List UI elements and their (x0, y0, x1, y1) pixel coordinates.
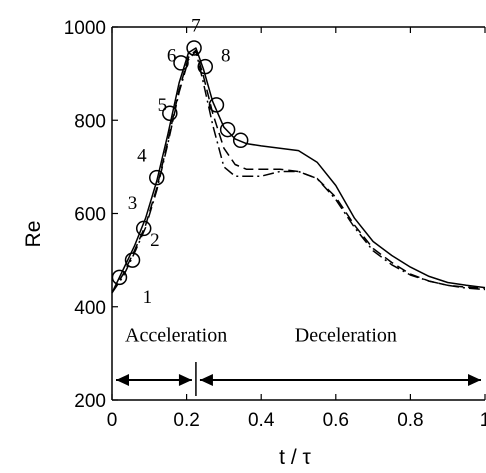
x-tick-label: 0.4 (248, 410, 275, 431)
deceleration-arrow-right-head (468, 374, 481, 386)
point-label: 8 (221, 46, 231, 67)
marker-point (197, 58, 213, 75)
marker-layer (111, 40, 249, 286)
annotation-layer: Acceleration Deceleration (116, 325, 481, 396)
y-tick-label: 800 (74, 111, 106, 132)
point-label: 6 (167, 46, 177, 67)
marker-point (162, 105, 178, 122)
point-label: 4 (137, 145, 147, 166)
deceleration-label: Deceleration (295, 325, 397, 347)
marker-point (186, 40, 202, 56)
marker-point (149, 169, 165, 186)
y-tick-label: 400 (74, 298, 106, 319)
x-axis-title: t / τ (279, 446, 311, 469)
point-label: 5 (158, 95, 168, 116)
acceleration-label: Acceleration (125, 325, 227, 347)
marker-point (173, 55, 189, 71)
series-layer (111, 47, 486, 294)
acceleration-arrow-left-head (116, 374, 129, 386)
x-tick-label: 0.2 (173, 410, 199, 431)
marker-point (124, 252, 141, 268)
point-label: 7 (191, 16, 201, 37)
y-tick-label: 200 (74, 391, 106, 412)
deceleration-arrow-left-head (199, 374, 213, 386)
series-line-solid (111, 47, 486, 294)
y-tick-label: 600 (74, 205, 106, 226)
x-tick-label: 0 (107, 410, 118, 431)
acceleration-arrow-right-head (178, 374, 192, 386)
x-tick-label: 0.6 (323, 410, 349, 431)
x-tick-label: 0.8 (397, 410, 423, 431)
y-axis-title: Re (22, 221, 45, 248)
marker-point (208, 97, 225, 113)
point-label: 1 (143, 287, 153, 308)
axes: 0 0.2 0.4 0.6 0.8 1 200 400 600 800 1000 (64, 18, 486, 431)
series-line-dashdot (111, 50, 486, 294)
point-label: 2 (150, 230, 160, 251)
marker-point (135, 220, 152, 237)
marker-point (219, 121, 236, 138)
series-line-dashed (111, 49, 486, 294)
y-tick-label: 1000 (64, 18, 106, 39)
marker-point (232, 132, 249, 149)
point-label: 3 (128, 193, 138, 214)
marker-point (111, 269, 128, 286)
x-tick-label: 1 (480, 410, 486, 431)
